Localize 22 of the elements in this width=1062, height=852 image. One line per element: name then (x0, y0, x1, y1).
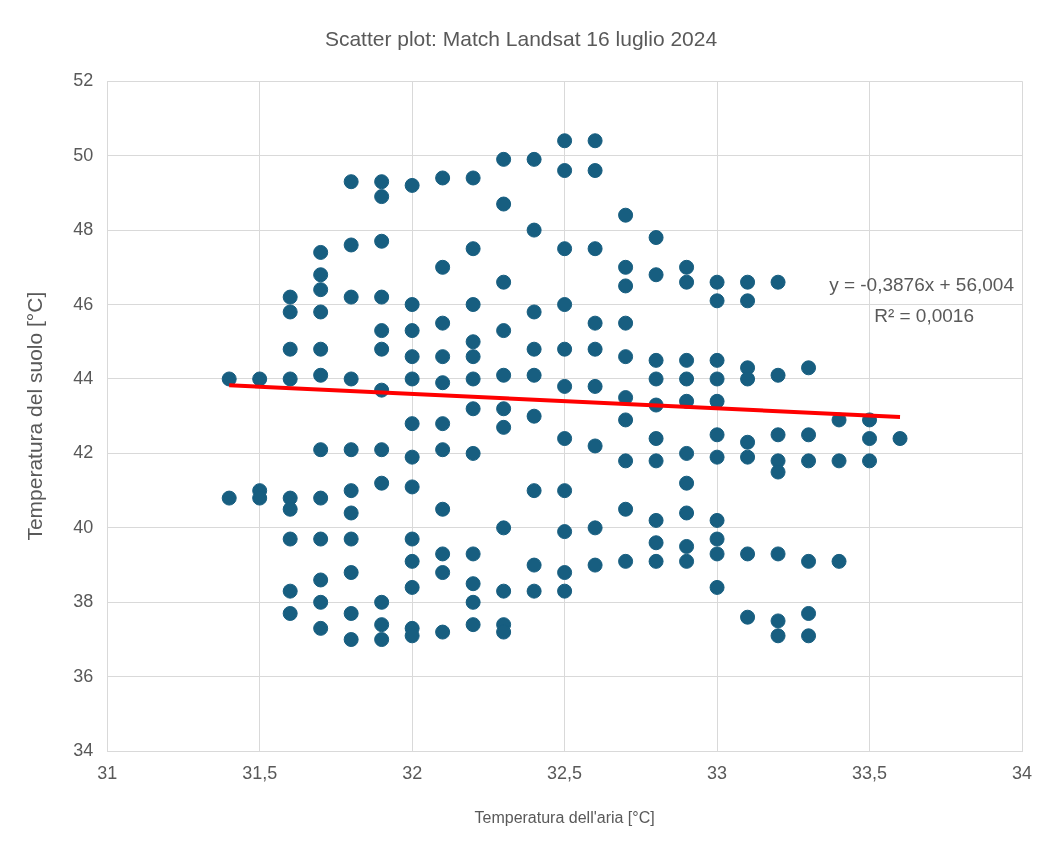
y-tick-label: 44 (73, 367, 94, 388)
y-tick-label: 40 (73, 516, 94, 537)
annotation: y = -0,3876x + 56,004 (829, 274, 1015, 296)
x-tick-label: 31 (97, 762, 118, 783)
y-tick-label: 50 (73, 144, 94, 165)
x-tick-label: 33,5 (852, 762, 888, 783)
x-tick-label: 31,5 (242, 762, 278, 783)
y-tick-label: 48 (73, 219, 94, 240)
y-tick-label: 46 (73, 293, 94, 314)
x-tick-label: 33 (707, 762, 728, 783)
x-tick-label: 34 (1011, 762, 1033, 783)
y-tick-label: 38 (73, 591, 94, 612)
x-axis-title: Temperatura dell'aria [°C] (474, 808, 655, 826)
y-tick-label: 52 (73, 70, 94, 91)
y-tick-label: 42 (73, 442, 94, 463)
x-tick-label: 32,5 (547, 762, 583, 783)
chart-title: Scatter plot: Match Landsat 16 luglio 2024 (324, 27, 718, 51)
y-tick-label: 34 (73, 740, 94, 761)
y-tick-label: 36 (73, 665, 94, 686)
x-tick-label: 32 (402, 762, 423, 783)
annotation: R² = 0,0016 (874, 305, 974, 327)
y-axis-title: Temperatura del suolo [°C] (23, 291, 47, 541)
